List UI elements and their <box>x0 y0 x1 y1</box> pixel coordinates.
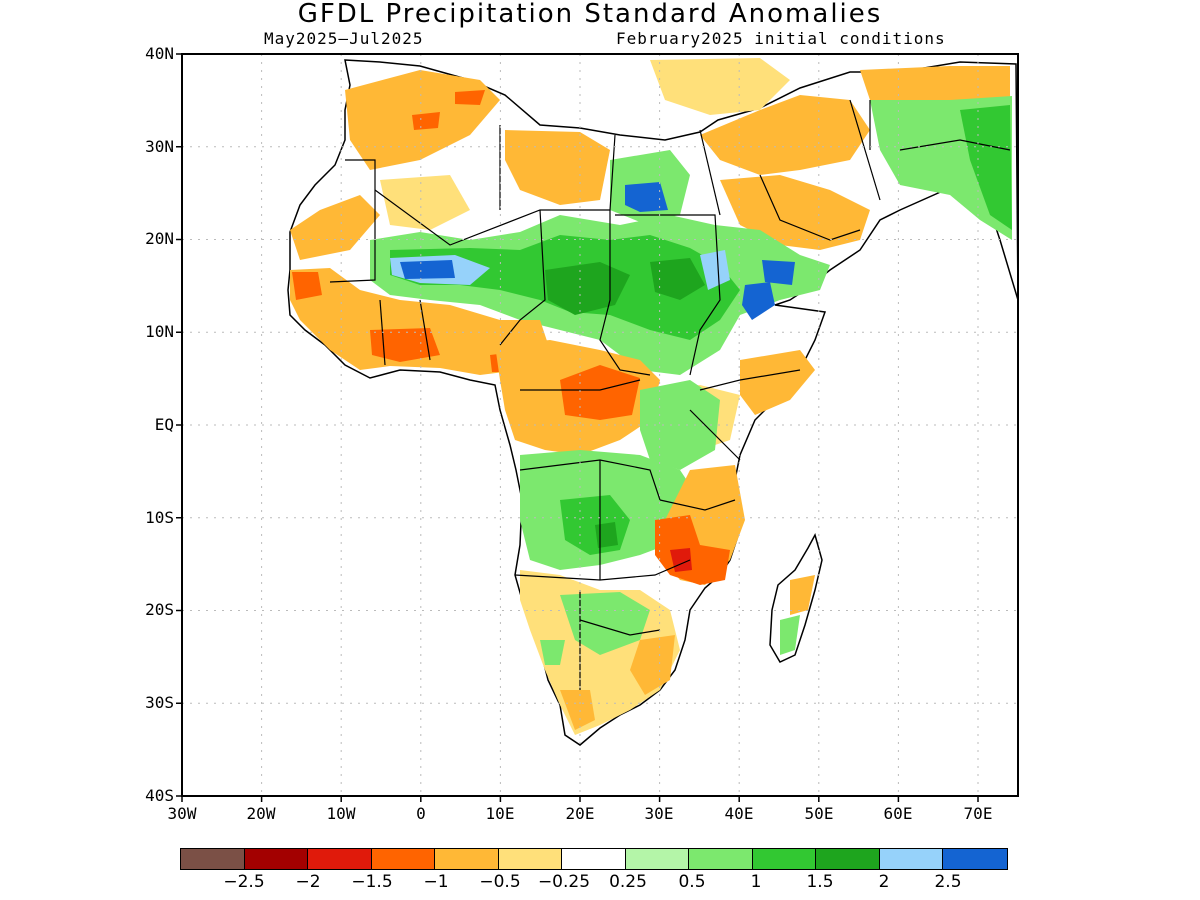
colorbar-tick-label: 0.5 <box>678 872 706 892</box>
colorbar-swatch <box>308 849 372 869</box>
colorbar-tick-label: −1 <box>423 872 449 892</box>
colorbar-swatch <box>625 849 689 869</box>
colorbar-tick-label: 0.25 <box>609 872 647 892</box>
colorbar <box>180 848 1008 870</box>
lat-label-eq: EQ <box>154 415 174 434</box>
map-title: GFDL Precipitation Standard Anomalies <box>297 0 883 29</box>
colorbar-swatch <box>943 849 1007 869</box>
colorbar-tick-label: −0.25 <box>537 872 591 892</box>
period-label: May2025–Jul2025 <box>264 29 424 48</box>
colorbar-swatch <box>181 849 245 869</box>
colorbar-tick-label: 1.5 <box>806 872 834 892</box>
lat-label-20s: 20S <box>145 600 174 619</box>
lat-label-40s: 40S <box>145 786 174 805</box>
colorbar-tick-label: 1 <box>750 872 762 892</box>
colorbar-tick-label: −0.5 <box>479 872 521 892</box>
country-borders <box>329 99 1011 690</box>
lon-label-60e: 60E <box>883 804 913 823</box>
colorbar-tick-label: −2.5 <box>223 872 265 892</box>
lat-label-10n: 10N <box>145 322 174 341</box>
lat-label-30n: 30N <box>145 137 174 156</box>
lat-label-30s: 30S <box>145 693 174 712</box>
axis-ticks <box>176 53 979 802</box>
lat-label-20n: 20N <box>145 229 174 248</box>
anomaly-shading <box>290 58 1012 735</box>
lon-label-40e: 40E <box>724 804 754 823</box>
lat-label-40n: 40N <box>145 44 174 63</box>
colorbar-tick-label: −1.5 <box>351 872 393 892</box>
colorbar-swatch <box>752 849 816 869</box>
colorbar-swatch <box>689 849 753 869</box>
lon-label-30e: 30E <box>644 804 674 823</box>
colorbar-swatch <box>498 849 562 869</box>
lon-label-20e: 20E <box>565 804 595 823</box>
lon-label-10w: 10W <box>326 804 356 823</box>
colorbar-swatch <box>879 849 943 869</box>
colorbar-swatch <box>562 849 626 869</box>
lon-label-70e: 70E <box>963 804 993 823</box>
lon-label-10e: 10E <box>485 804 515 823</box>
initial-conditions-label: February2025 initial conditions <box>616 29 946 48</box>
colorbar-swatch <box>244 849 308 869</box>
lon-label-0: 0 <box>416 804 426 823</box>
graticule <box>182 54 1018 796</box>
colorbar-swatch <box>435 849 499 869</box>
colorbar-tick-label: −2 <box>295 872 321 892</box>
lon-label-30w: 30W <box>167 804 197 823</box>
lon-label-50e: 50E <box>804 804 834 823</box>
colorbar-tick-label: 2.5 <box>934 872 962 892</box>
colorbar-tick-label: 2 <box>878 872 890 892</box>
colorbar-swatch <box>816 849 880 869</box>
lon-label-20w: 20W <box>246 804 276 823</box>
lat-label-10s: 10S <box>145 508 174 527</box>
colorbar-swatch <box>371 849 435 869</box>
